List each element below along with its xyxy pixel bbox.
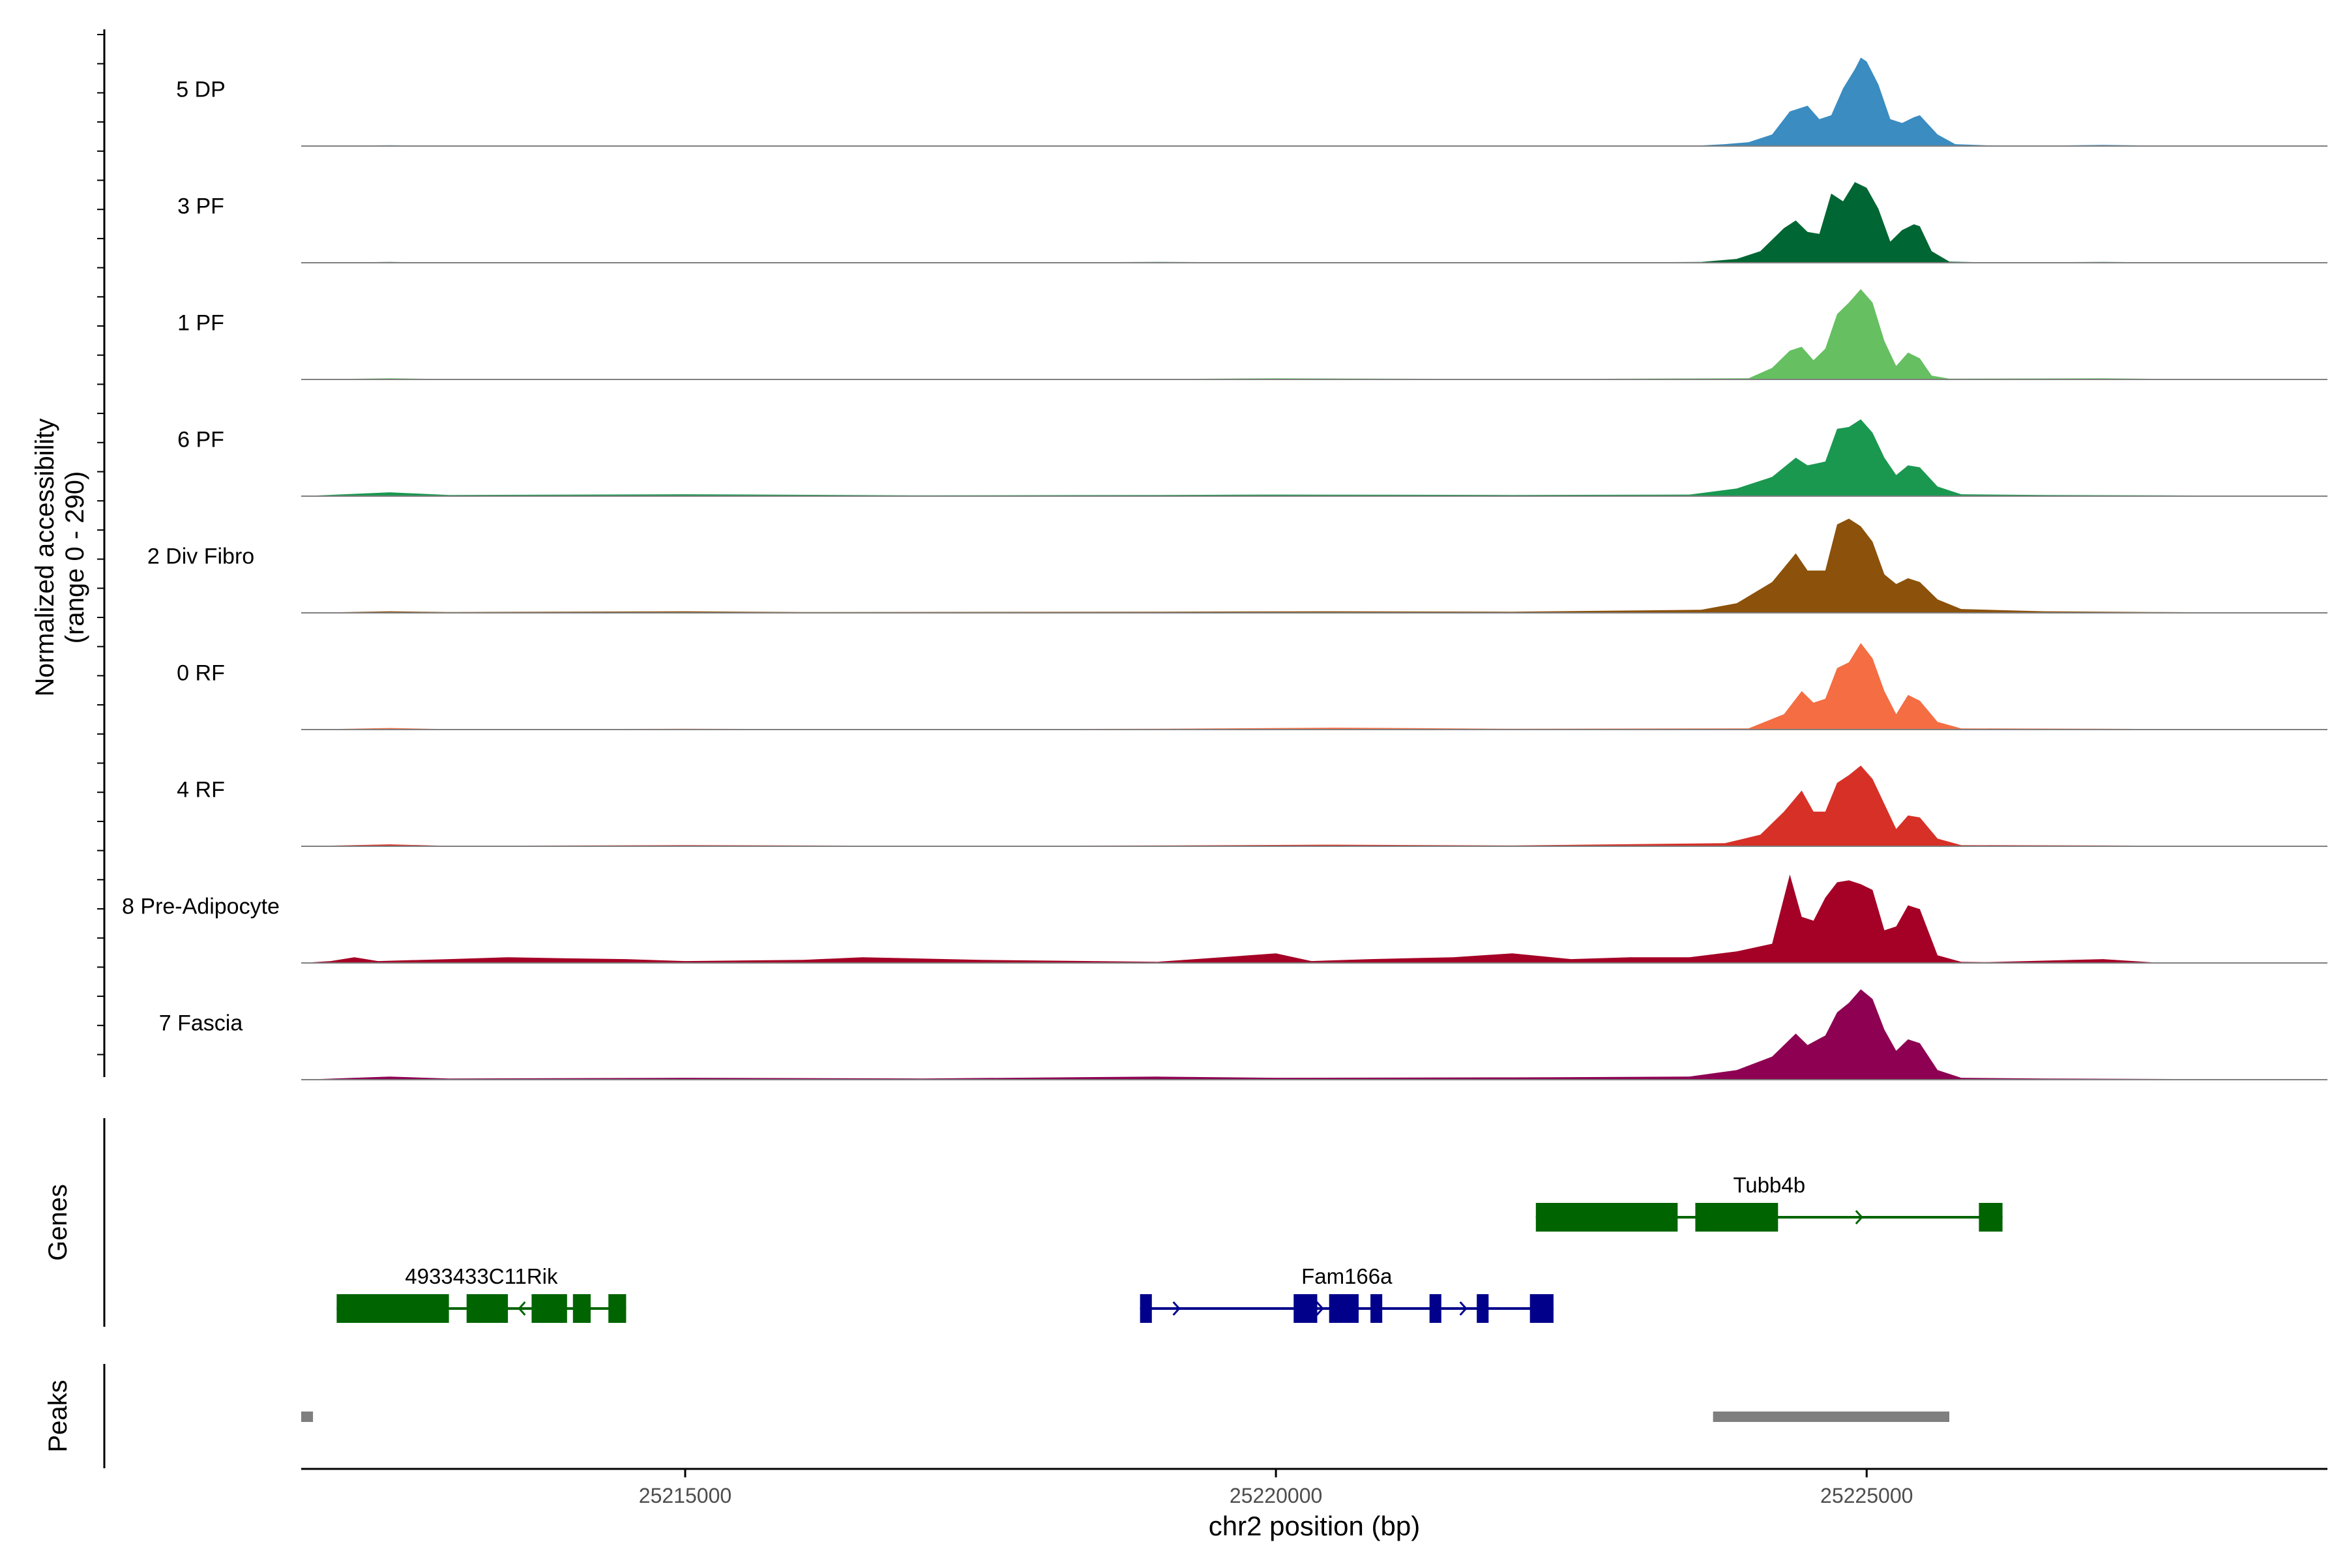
gene-4933433c11rik: 4933433C11Rik (336, 1264, 627, 1323)
strand-arrow (1172, 1301, 1181, 1316)
x-tick-label: 25225000 (1820, 1484, 1913, 1507)
gene-exon (608, 1294, 627, 1323)
gene-exon (1429, 1294, 1441, 1323)
peak-regions (301, 1412, 1949, 1422)
track-label: 8 Pre-Adipocyte (122, 895, 280, 919)
x-tick-label: 25220000 (1230, 1484, 1322, 1507)
strand-arrow (1855, 1209, 1863, 1225)
track-label: 6 PF (177, 428, 224, 452)
gene-exon (1979, 1203, 2003, 1232)
gene-exon (1329, 1294, 1359, 1323)
gene-exon (466, 1294, 509, 1323)
track-8-pre-adipocyte: 8 Pre-Adipocyte (122, 874, 2327, 964)
track-7-fascia: 7 Fascia (159, 989, 2327, 1080)
strand-arrow (1568, 1209, 1576, 1225)
coverage-area (301, 419, 2327, 496)
peak-bar (1713, 1412, 1949, 1422)
strand-arrow (374, 1301, 383, 1316)
strand-arrow (1316, 1301, 1324, 1316)
x-axis-title: chr2 position (bp) (1209, 1511, 1421, 1541)
genes-panel-label: Genes (44, 1184, 72, 1261)
track-1-pf: 1 PF (177, 289, 2327, 380)
track-4-rf: 4 RF (177, 765, 2327, 847)
gene-label: 4933433C11Rik (405, 1264, 558, 1288)
track-label: 3 PF (177, 194, 224, 219)
gene-annotations: Tubb4b 4933433C11Rik Fam166a (336, 1173, 2003, 1323)
gene-exon (1535, 1203, 1678, 1232)
track-label: 2 Div Fibro (147, 544, 254, 569)
gene-exon (1477, 1294, 1489, 1323)
strand-arrow (1459, 1301, 1468, 1316)
gene-exon (1140, 1294, 1152, 1323)
gene-label: Tubb4b (1733, 1173, 1805, 1197)
track-label: 7 Fascia (159, 1011, 243, 1036)
track-label: 5 DP (176, 78, 226, 102)
y-axis-title-line2: (range 0 - 290) (61, 471, 89, 644)
y-axis-title-line1: Normalized accessibility (31, 419, 59, 697)
gene-exon (1529, 1294, 1554, 1323)
track-label: 4 RF (177, 778, 225, 803)
coverage-area (301, 182, 2327, 263)
track-label: 1 PF (177, 311, 224, 336)
gene-exon (336, 1294, 449, 1323)
gene-exon (1370, 1294, 1383, 1323)
peaks-panel-label: Peaks (44, 1380, 72, 1452)
coverage-y-ticks (97, 34, 104, 1056)
x-tick-label: 25215000 (639, 1484, 731, 1507)
coverage-area (301, 518, 2327, 613)
gene-tubb4b: Tubb4b (1535, 1173, 2003, 1232)
track-5-dp: 5 DP (176, 57, 2327, 147)
track-2-div-fibro: 2 Div Fibro (147, 518, 2327, 614)
coverage-area (301, 289, 2327, 379)
gene-exon (1293, 1294, 1318, 1323)
strand-arrow (518, 1301, 526, 1316)
coverage-area (301, 643, 2327, 730)
coverage-tracks: 5 DP 3 PF 1 PF 6 PF 2 Div Fibro 0 RF 4 RF 8 Pre… (122, 57, 2327, 1080)
x-axis-ticks: 25215000 25220000 25225000 (639, 1469, 1913, 1507)
coverage-area (301, 57, 2327, 147)
peak-bar (301, 1412, 314, 1422)
track-0-rf: 0 RF (177, 643, 2327, 730)
coverage-area (301, 989, 2327, 1080)
strand-arrow (1711, 1209, 1720, 1225)
gene-label: Fam166a (1301, 1264, 1393, 1288)
gene-exon (572, 1294, 591, 1323)
gene-fam166a: Fam166a (1140, 1264, 1554, 1323)
coverage-area (301, 765, 2327, 846)
track-3-pf: 3 PF (177, 182, 2327, 263)
track-6-pf: 6 PF (177, 419, 2327, 497)
coverage-area (301, 874, 2327, 963)
gene-exon (1695, 1203, 1779, 1232)
gene-exon (531, 1294, 567, 1323)
track-label: 0 RF (177, 661, 225, 686)
